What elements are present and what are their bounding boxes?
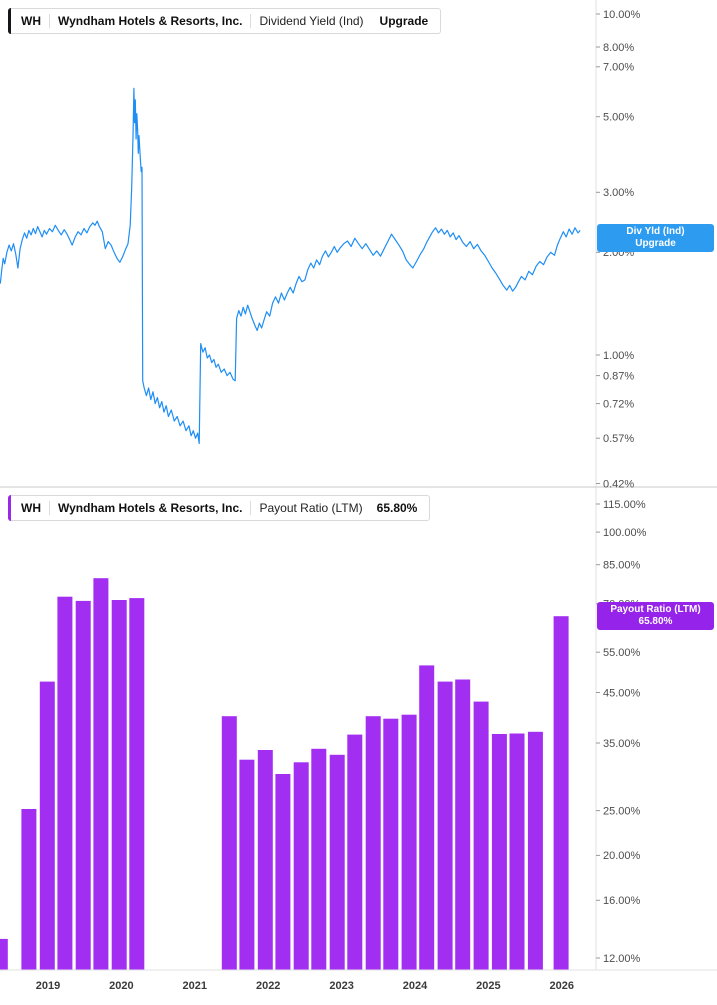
x-axis-label: 2026 xyxy=(550,980,574,992)
x-axis-label: 2021 xyxy=(183,980,207,992)
payout-ratio-bar[interactable] xyxy=(293,762,309,975)
payout-ratio-bar[interactable] xyxy=(75,600,91,975)
payout-ratio-bar[interactable] xyxy=(329,754,345,975)
badge-label: Payout Ratio (LTM) xyxy=(610,604,701,615)
payout-ratio-bar[interactable] xyxy=(221,716,237,975)
payout-ratio-bar[interactable] xyxy=(347,734,363,975)
badge-upgrade-label: Upgrade xyxy=(635,238,676,249)
payout-ratio-bar[interactable] xyxy=(275,774,291,975)
dividend-yield-legend: WH Wyndham Hotels & Resorts, Inc. Divide… xyxy=(8,8,442,34)
y-axis-label: 12.00% xyxy=(603,953,641,965)
dividend-yield-line xyxy=(0,87,581,445)
metric-name: Dividend Yield (Ind) xyxy=(259,14,364,28)
y-axis-label: 35.00% xyxy=(603,738,641,750)
payout-ratio-bar[interactable] xyxy=(93,578,109,975)
badge-value: 65.80% xyxy=(638,616,673,627)
payout-ratio-bar[interactable] xyxy=(239,759,255,975)
y-axis-label: 3.00% xyxy=(603,187,634,199)
metric-value: 65.80% xyxy=(376,501,418,515)
payout-ratio-panel[interactable] xyxy=(0,487,596,970)
payout-ratio-bar[interactable] xyxy=(473,701,489,975)
y-axis-label: 0.87% xyxy=(603,370,634,382)
payout-ratio-bar[interactable] xyxy=(21,809,37,975)
y-axis-label: 20.00% xyxy=(603,850,641,862)
y-axis-label: 85.00% xyxy=(603,560,641,572)
payout-ratio-bar[interactable] xyxy=(419,665,435,975)
div-yield-axis-badge[interactable]: Div Yld (Ind) Upgrade xyxy=(597,224,714,252)
legend-accent-bar xyxy=(8,8,11,34)
x-axis-label: 2020 xyxy=(109,980,133,992)
y-axis-label: 0.42% xyxy=(603,478,634,490)
payout-ratio-bar[interactable] xyxy=(509,733,525,976)
y-axis-label: 5.00% xyxy=(603,112,634,124)
y-axis-label: 7.00% xyxy=(603,62,634,74)
payout-ratio-bar[interactable] xyxy=(455,679,471,976)
payout-ratio-axis-badge: Payout Ratio (LTM) 65.80% xyxy=(597,602,714,630)
upgrade-link[interactable]: Upgrade xyxy=(379,14,429,28)
payout-ratio-bar[interactable] xyxy=(383,718,399,975)
payout-ratio-bar[interactable] xyxy=(553,616,569,975)
y-axis-label: 115.00% xyxy=(603,499,646,511)
x-axis-label: 2019 xyxy=(36,980,60,992)
payout-ratio-bar[interactable] xyxy=(311,748,327,975)
payout-ratio-bar[interactable] xyxy=(491,734,507,975)
x-axis-label: 2025 xyxy=(476,980,500,992)
payout-ratio-bar[interactable] xyxy=(129,598,145,975)
payout-ratio-bar[interactable] xyxy=(437,681,453,975)
legend-divider xyxy=(49,501,50,515)
payout-ratio-bar[interactable] xyxy=(39,681,55,975)
y-axis-label: 55.00% xyxy=(603,647,641,659)
y-axis-label: 10.00% xyxy=(603,9,641,21)
y-axis-label: 45.00% xyxy=(603,687,641,699)
legend-divider xyxy=(49,14,50,28)
payout-ratio-bar[interactable] xyxy=(257,750,273,975)
payout-ratio-bar[interactable] xyxy=(57,596,73,975)
y-axis-label: 8.00% xyxy=(603,42,634,54)
payout-ratio-bar[interactable] xyxy=(0,938,8,975)
company-name: Wyndham Hotels & Resorts, Inc. xyxy=(58,14,243,28)
ticker-symbol: WH xyxy=(21,501,41,515)
ticker-symbol: WH xyxy=(21,14,41,28)
y-axis-label: 16.00% xyxy=(603,895,641,907)
y-axis-label: 1.00% xyxy=(603,350,634,362)
y-axis-label: 0.57% xyxy=(603,433,634,445)
legend-divider xyxy=(250,501,252,515)
x-axis-label: 2022 xyxy=(256,980,280,992)
payout-ratio-bar[interactable] xyxy=(365,716,381,975)
y-axis-label: 0.72% xyxy=(603,398,634,410)
y-axis-label: 25.00% xyxy=(603,805,641,817)
company-name: Wyndham Hotels & Resorts, Inc. xyxy=(58,501,243,515)
payout-ratio-legend: WH Wyndham Hotels & Resorts, Inc. Payout… xyxy=(8,495,431,521)
badge-label: Div Yld (Ind) xyxy=(626,226,685,237)
metric-name: Payout Ratio (LTM) xyxy=(259,501,363,515)
x-axis-label: 2023 xyxy=(329,980,353,992)
y-axis-label: 100.00% xyxy=(603,527,647,539)
payout-ratio-bar[interactable] xyxy=(111,600,127,975)
dividend-yield-panel[interactable] xyxy=(0,0,596,487)
payout-ratio-bar[interactable] xyxy=(527,731,543,975)
payout-ratio-bar[interactable] xyxy=(401,714,417,975)
x-axis-label: 2024 xyxy=(403,980,428,992)
legend-divider xyxy=(250,14,252,28)
legend-accent-bar xyxy=(8,495,11,521)
